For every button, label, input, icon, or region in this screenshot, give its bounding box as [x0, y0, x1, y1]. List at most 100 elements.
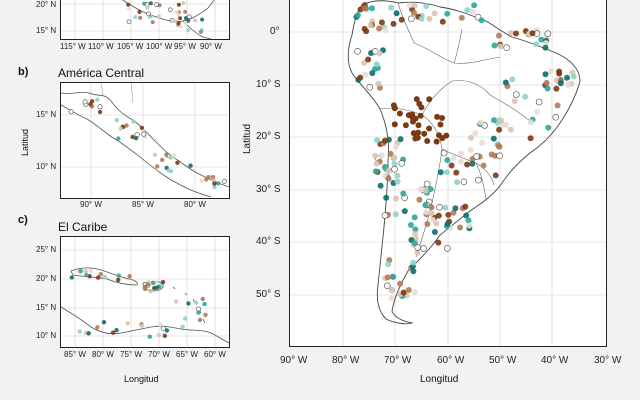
station-marker	[168, 7, 173, 13]
station-marker	[138, 15, 143, 20]
station-marker	[422, 202, 429, 209]
station-marker	[435, 239, 442, 246]
station-marker	[507, 126, 514, 133]
station-marker	[467, 146, 474, 153]
station-marker	[164, 152, 169, 157]
station-marker	[393, 10, 400, 17]
station-marker	[397, 280, 404, 287]
station-marker	[204, 177, 209, 182]
station-marker	[411, 289, 418, 296]
station-marker	[398, 16, 405, 23]
station-marker	[166, 168, 171, 173]
station-marker	[527, 119, 534, 126]
station-marker	[131, 119, 136, 124]
station-marker	[386, 167, 393, 174]
station-marker	[126, 19, 132, 25]
station-marker	[397, 136, 404, 143]
station-marker	[362, 71, 369, 78]
station-marker	[171, 18, 176, 23]
station-marker	[200, 296, 205, 302]
station-marker	[405, 287, 412, 293]
station-marker	[124, 123, 129, 128]
station-marker	[384, 282, 391, 290]
station-marker	[475, 176, 482, 184]
station-marker	[147, 334, 152, 339]
station-marker	[391, 154, 398, 161]
station-marker	[495, 142, 502, 149]
station-marker	[377, 182, 384, 189]
station-marker	[547, 68, 554, 75]
station-marker	[141, 131, 147, 137]
station-marker	[181, 1, 186, 6]
station-marker	[417, 186, 424, 193]
station-marker	[538, 36, 545, 43]
station-marker	[146, 11, 151, 17]
main-ylabel: Latitud	[242, 123, 253, 154]
station-marker	[391, 160, 398, 167]
station-marker	[385, 261, 392, 268]
station-marker	[365, 56, 372, 63]
station-marker	[210, 175, 216, 180]
station-marker	[110, 330, 116, 335]
station-marker	[154, 285, 160, 290]
station-marker	[454, 179, 461, 186]
station-marker	[543, 79, 550, 86]
panel-c-xtick-0: 85° W	[64, 350, 86, 359]
station-marker	[398, 160, 406, 167]
station-marker	[158, 322, 163, 327]
panel-a-map	[60, 0, 230, 40]
station-marker	[381, 164, 388, 170]
station-marker	[203, 312, 208, 317]
station-marker	[118, 126, 123, 131]
station-marker	[491, 42, 498, 49]
station-marker	[125, 321, 130, 326]
panel-c-title: El Caribe	[58, 220, 108, 234]
station-marker	[148, 1, 153, 6]
station-marker	[139, 125, 145, 130]
station-marker	[544, 85, 551, 92]
station-marker	[522, 93, 529, 100]
station-marker	[384, 274, 391, 281]
panel-b-ytick-0: 15° N	[36, 110, 57, 119]
panel-b-xtick-1: 85° W	[132, 200, 154, 209]
station-marker	[145, 282, 151, 287]
station-marker	[513, 91, 520, 98]
station-marker	[212, 184, 217, 190]
station-marker	[114, 328, 119, 333]
station-marker	[457, 158, 464, 165]
station-marker	[373, 137, 380, 144]
station-marker	[83, 269, 88, 274]
station-marker	[431, 229, 438, 235]
station-marker	[436, 203, 443, 211]
station-marker	[357, 6, 364, 13]
panel-a-ytick-1: 15° N	[36, 26, 57, 35]
station-marker	[183, 21, 188, 26]
station-marker	[394, 172, 401, 179]
panel-a-xtick-4: 95° W	[174, 42, 196, 51]
main-map	[289, 0, 607, 347]
station-marker	[354, 12, 361, 19]
station-marker	[503, 44, 510, 52]
station-marker	[552, 113, 560, 121]
main-ytick-3: 30° S	[256, 184, 281, 195]
station-marker	[388, 4, 395, 11]
station-marker	[426, 125, 433, 132]
station-marker	[361, 25, 368, 32]
panel-b-map	[60, 82, 230, 199]
station-marker	[508, 29, 514, 36]
panel-b-xtick-0: 90° W	[80, 200, 102, 209]
station-marker	[422, 187, 429, 194]
panel-c-ytick-0: 25° N	[36, 245, 57, 254]
station-marker	[423, 180, 431, 188]
station-marker	[390, 273, 397, 280]
panel-a-xtick-2: 105° W	[117, 42, 144, 51]
station-marker	[156, 333, 161, 338]
station-marker	[186, 301, 191, 306]
station-marker	[511, 98, 518, 105]
station-marker	[440, 149, 448, 157]
station-marker	[497, 43, 504, 50]
station-marker	[412, 231, 419, 237]
station-marker	[114, 118, 119, 123]
station-marker	[429, 216, 436, 223]
